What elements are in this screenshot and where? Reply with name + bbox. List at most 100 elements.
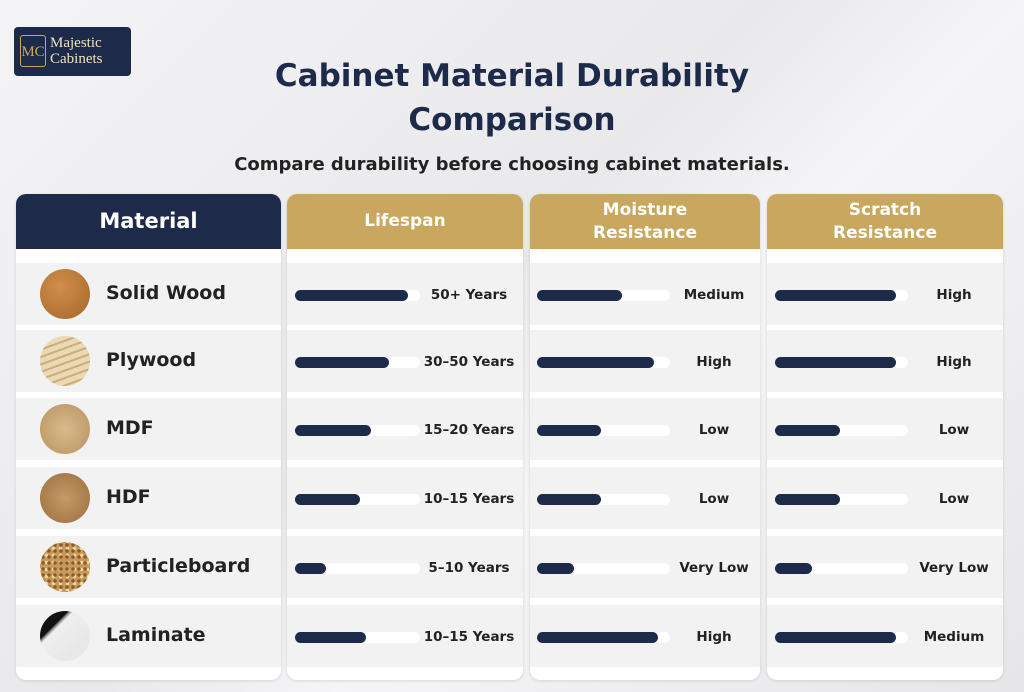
level-label: Low (698, 422, 730, 438)
level-label: 5–10 Years (428, 560, 510, 576)
material-name: HDF (106, 486, 151, 508)
column-header-text: Moisture Resistance (593, 199, 697, 243)
level-label: High (936, 287, 972, 303)
level-label: High (696, 629, 732, 645)
bar-fill (537, 632, 659, 643)
row-band: Very Low (767, 536, 1003, 598)
bar-track (537, 425, 670, 436)
row-band: High (530, 330, 760, 392)
bar-track (537, 290, 670, 301)
material-swatch (40, 336, 90, 386)
bar-track (295, 290, 420, 301)
level-label: 10–15 Years (423, 491, 515, 507)
column: Moisture Resistance Medium High Low Low Very … (530, 194, 760, 680)
material-swatch (40, 473, 90, 523)
row-band: 50+ Years (287, 263, 523, 325)
level-label: 15–20 Years (423, 422, 515, 438)
bar-fill (295, 632, 367, 643)
material-swatch (40, 269, 90, 319)
material-swatch (40, 404, 90, 454)
title: Cabinet Material Durability Comparison (274, 58, 750, 138)
bar-track (537, 357, 670, 368)
material-name: Laminate (106, 624, 206, 646)
logo-line: Cabinets (50, 51, 103, 67)
bar-fill (295, 494, 360, 505)
column-header: Material (16, 194, 281, 249)
column-header: Moisture Resistance (530, 194, 760, 249)
material-name: Solid Wood (106, 282, 226, 304)
bar-fill (775, 494, 841, 505)
level-label: High (696, 354, 732, 370)
bar-track (775, 632, 908, 643)
bar-fill (537, 425, 601, 436)
level-label: Medium (683, 287, 745, 303)
row-band: HDF (16, 467, 281, 529)
row-band: 5–10 Years (287, 536, 523, 598)
bar-fill (537, 290, 623, 301)
material-name: MDF (106, 417, 154, 439)
row-band: Low (530, 398, 760, 460)
row-band: High (767, 330, 1003, 392)
row-band: Low (767, 467, 1003, 529)
bar-track (775, 425, 908, 436)
row-band: Low (530, 467, 760, 529)
bar-track (295, 425, 420, 436)
bar-track (775, 563, 908, 574)
material-name: Plywood (106, 349, 197, 371)
row-band: Laminate (16, 605, 281, 667)
column: Lifespan 50+ Years 30–50 Years 15–20 Years 1… (287, 194, 523, 680)
level-label: 50+ Years (430, 287, 508, 303)
material-swatch (40, 611, 90, 661)
logo-line: Majestic (50, 35, 102, 51)
bar-fill (775, 632, 897, 643)
bar-track (295, 494, 420, 505)
row-band: 10–15 Years (287, 605, 523, 667)
bar-fill (775, 290, 897, 301)
column-header: Lifespan (287, 194, 523, 249)
row-band: 10–15 Years (287, 467, 523, 529)
bar-fill (537, 563, 575, 574)
material-swatch (40, 542, 90, 592)
column: Scratch Resistance High High Low Low Very Low… (767, 194, 1003, 680)
column-header-text: Lifespan (364, 211, 446, 231)
level-label: 10–15 Years (423, 629, 515, 645)
bar-track (775, 290, 908, 301)
level-label: 30–50 Years (423, 354, 515, 370)
level-label: Low (698, 491, 730, 507)
column-header: Scratch Resistance (767, 194, 1003, 249)
bar-fill (295, 290, 408, 301)
level-label: Medium (923, 629, 985, 645)
bar-fill (295, 563, 327, 574)
row-band: Plywood (16, 330, 281, 392)
bar-fill (775, 425, 841, 436)
logo: MC Majestic Cabinets (14, 27, 131, 76)
bar-track (537, 563, 670, 574)
level-label: Very Low (919, 560, 989, 576)
row-band: Medium (530, 263, 760, 325)
bar-track (295, 632, 420, 643)
bar-track (537, 632, 670, 643)
bar-fill (537, 357, 655, 368)
row-band: Low (767, 398, 1003, 460)
row-band: High (530, 605, 760, 667)
level-label: High (936, 354, 972, 370)
subtitle: Compare durability before choosing cabin… (234, 154, 790, 175)
logo-monogram: MC (20, 35, 46, 67)
row-band: MDF (16, 398, 281, 460)
column: Material Solid Wood Plywood MDF HDF Particleb… (16, 194, 281, 680)
row-band: Particleboard (16, 536, 281, 598)
bar-fill (295, 425, 372, 436)
bar-track (775, 494, 908, 505)
row-band: High (767, 263, 1003, 325)
bar-fill (295, 357, 389, 368)
column-header-text: Material (99, 209, 198, 233)
row-band: Very Low (530, 536, 760, 598)
level-label: Low (938, 422, 970, 438)
row-band: 15–20 Years (287, 398, 523, 460)
bar-track (775, 357, 908, 368)
material-name: Particleboard (106, 555, 251, 577)
row-band: Medium (767, 605, 1003, 667)
column-header-text: Scratch Resistance (833, 199, 937, 243)
level-label: Very Low (679, 560, 749, 576)
